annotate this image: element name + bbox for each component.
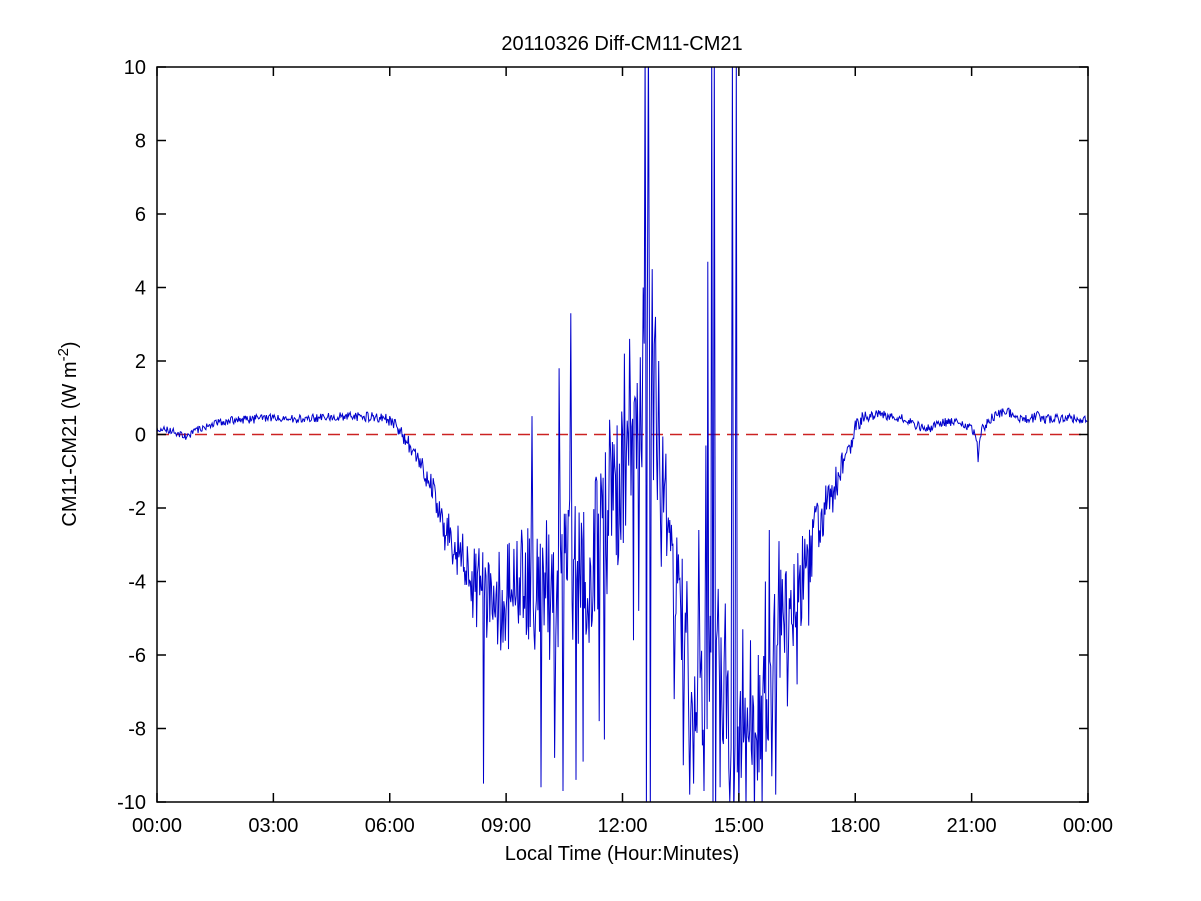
axis-tick-labels-layer: 00:00 03:00 06:00 09:00 12:00 15:00 18:00 21:00… [117,57,1113,837]
y-tick-label: 6 [135,204,146,226]
x-tick-label: 03:00 [248,815,298,837]
x-tick-label: 00:00 [1063,815,1113,837]
y-tick-label: -8 [128,719,146,741]
x-tick-label: 21:00 [947,815,997,837]
y-tick-label: -10 [117,792,146,814]
y-tick-label: 10 [124,57,146,79]
y-axis-label-main: CM11-CM21 (W m [59,361,81,526]
chart-title: 20110326 Diff-CM11-CM21 [501,33,742,55]
data-series-path [157,67,1088,802]
y-tick-label: 0 [135,425,146,447]
x-tick-label: 15:00 [714,815,764,837]
y-tick-label: -2 [128,498,146,520]
x-tick-label: 06:00 [365,815,415,837]
x-tick-label: 00:00 [132,815,182,837]
y-tick-label: -4 [128,572,146,594]
x-tick-label: 09:00 [481,815,531,837]
y-axis-label-superscript: -2 [55,348,72,361]
x-tick-label: 18:00 [830,815,880,837]
y-tick-label: 2 [135,351,146,373]
axis-ticks-layer [156,66,1089,803]
y-tick-label: -6 [128,645,146,667]
y-tick-label: 8 [135,131,146,153]
y-axis-label-end: ) [59,341,81,348]
x-tick-label: 12:00 [597,815,647,837]
y-tick-label: 4 [135,278,146,300]
y-axis-label: CM11-CM21 (W m-2) [55,341,81,526]
x-axis-label: Local Time (Hour:Minutes) [505,843,740,865]
